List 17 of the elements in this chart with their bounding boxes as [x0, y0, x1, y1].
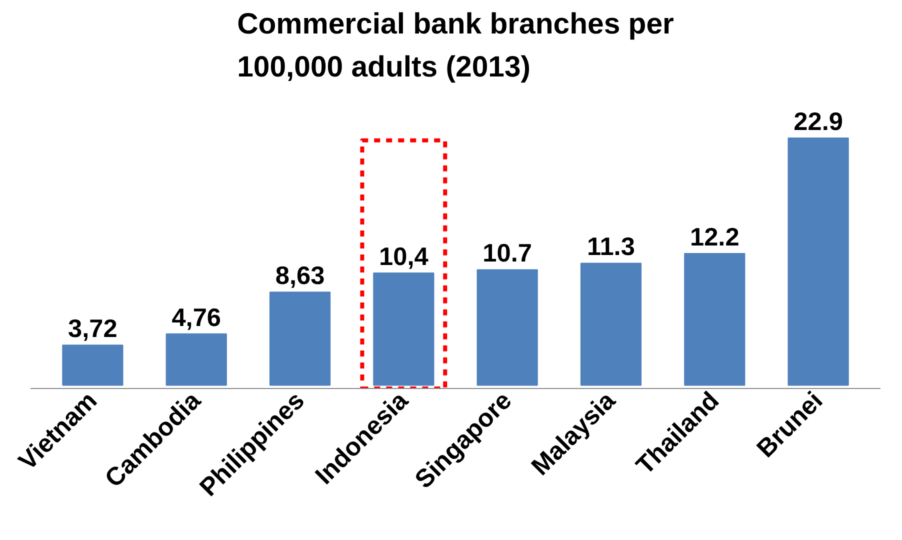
bar	[62, 344, 124, 386]
data-label: 12.2	[690, 224, 740, 252]
chart-title: Commercial bank branches per 100,000 adults (2013)	[237, 8, 674, 84]
bar	[476, 269, 538, 386]
data-label: 4,76	[172, 304, 222, 332]
bar	[580, 262, 642, 386]
data-label: 11.3	[587, 233, 635, 262]
bar	[166, 333, 227, 386]
data-label: 10.7	[482, 240, 532, 268]
data-label: 22.9	[794, 108, 843, 136]
bar	[373, 272, 434, 386]
bar	[269, 292, 331, 386]
bar	[684, 253, 746, 386]
bar	[788, 137, 849, 386]
data-label: 3,72	[68, 315, 118, 344]
data-label: 8,63	[275, 262, 325, 290]
data-label: 10,4	[379, 242, 428, 271]
